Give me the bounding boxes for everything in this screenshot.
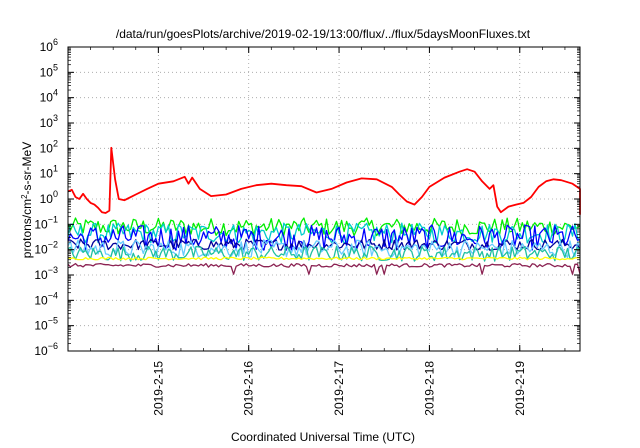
- y-tick-label-base: 10: [34, 344, 48, 358]
- y-tick-label: 10−1: [34, 214, 58, 231]
- y-axis-label-pre: protons/cm: [20, 199, 34, 258]
- y-tick-label-exponent: −2: [48, 240, 58, 250]
- series-line: [67, 146, 581, 216]
- y-tick-label-exponent: −6: [48, 341, 58, 351]
- series-line: [67, 222, 581, 244]
- y-tick-label: 104: [40, 88, 58, 105]
- y-tick-label-base: 10: [40, 40, 54, 54]
- y-tick-label: 105: [40, 62, 58, 79]
- y-tick-label: 10−5: [34, 316, 58, 333]
- x-tick-label: 2019-2-17: [332, 361, 346, 416]
- y-tick-label-base: 10: [34, 268, 48, 282]
- x-tick-labels: 2019-2-15 2019-2-16 2019-2-17 2019-2-18 2019…: [151, 361, 526, 416]
- y-tick-label-exponent: −1: [48, 214, 58, 224]
- y-tick-label-base: 10: [40, 91, 54, 105]
- y-tick-label: 10−3: [34, 265, 58, 282]
- y-tick-label-exponent: 3: [53, 113, 58, 123]
- y-tick-label-exponent: 6: [53, 37, 58, 47]
- y-tick-label-exponent: 2: [53, 138, 58, 148]
- y-tick-label-exponent: 0: [53, 189, 58, 199]
- x-axis-label: Coordinated Universal Time (UTC): [231, 430, 415, 444]
- y-tick-label-base: 10: [34, 319, 48, 333]
- plot-frame: [67, 46, 581, 352]
- y-tick-label-exponent: 1: [53, 164, 58, 174]
- y-tick-label-base: 10: [40, 116, 54, 130]
- y-tick-label-exponent: −5: [48, 316, 58, 326]
- x-tick-label: 2019-2-19: [513, 361, 527, 416]
- x-tick-label: 2019-2-15: [151, 361, 165, 416]
- series-line: [67, 217, 581, 237]
- y-tick-label-base: 10: [40, 65, 54, 79]
- chart-title: /data/run/goesPlots/archive/2019-02-19/1…: [116, 27, 531, 41]
- y-axis-label-post: -s-sr-MeV: [20, 142, 34, 195]
- y-axis-label: protons/cm2-s-sr-MeV: [20, 142, 35, 258]
- y-tick-label: 101: [40, 164, 58, 181]
- series-lines: [67, 146, 581, 275]
- y-tick-label-base: 10: [40, 167, 54, 181]
- y-tick-label: 10−2: [34, 240, 58, 257]
- y-tick-label: 106: [40, 37, 58, 54]
- y-tick-label: 102: [40, 138, 58, 155]
- y-tick-label-exponent: −4: [48, 290, 58, 300]
- y-tick-label-exponent: 5: [53, 62, 58, 72]
- x-tick-label: 2019-2-16: [242, 361, 256, 416]
- grid-lines: [68, 47, 580, 351]
- y-tick-label: 100: [40, 189, 58, 206]
- y-tick-label-base: 10: [34, 293, 48, 307]
- y-tick-label: 103: [40, 113, 58, 130]
- series-line: [67, 256, 580, 261]
- y-tick-label-base: 10: [40, 141, 54, 155]
- y-axis-label-sup: 2: [20, 194, 29, 199]
- y-tick-label-base: 10: [34, 217, 48, 231]
- y-tick-label: 10−6: [34, 341, 58, 358]
- x-tick-label: 2019-2-18: [422, 361, 436, 416]
- y-tick-label-exponent: 4: [53, 88, 58, 98]
- y-tick-label-exponent: −3: [48, 265, 58, 275]
- y-tick-label-base: 10: [40, 192, 54, 206]
- series-line: [67, 262, 581, 275]
- y-tick-label-base: 10: [34, 243, 48, 257]
- y-tick-labels: 10−610−510−410−310−210−11001011021031041…: [34, 37, 58, 358]
- y-tick-label: 10−4: [34, 290, 58, 307]
- series-line: [68, 238, 581, 251]
- series-line: [67, 245, 581, 262]
